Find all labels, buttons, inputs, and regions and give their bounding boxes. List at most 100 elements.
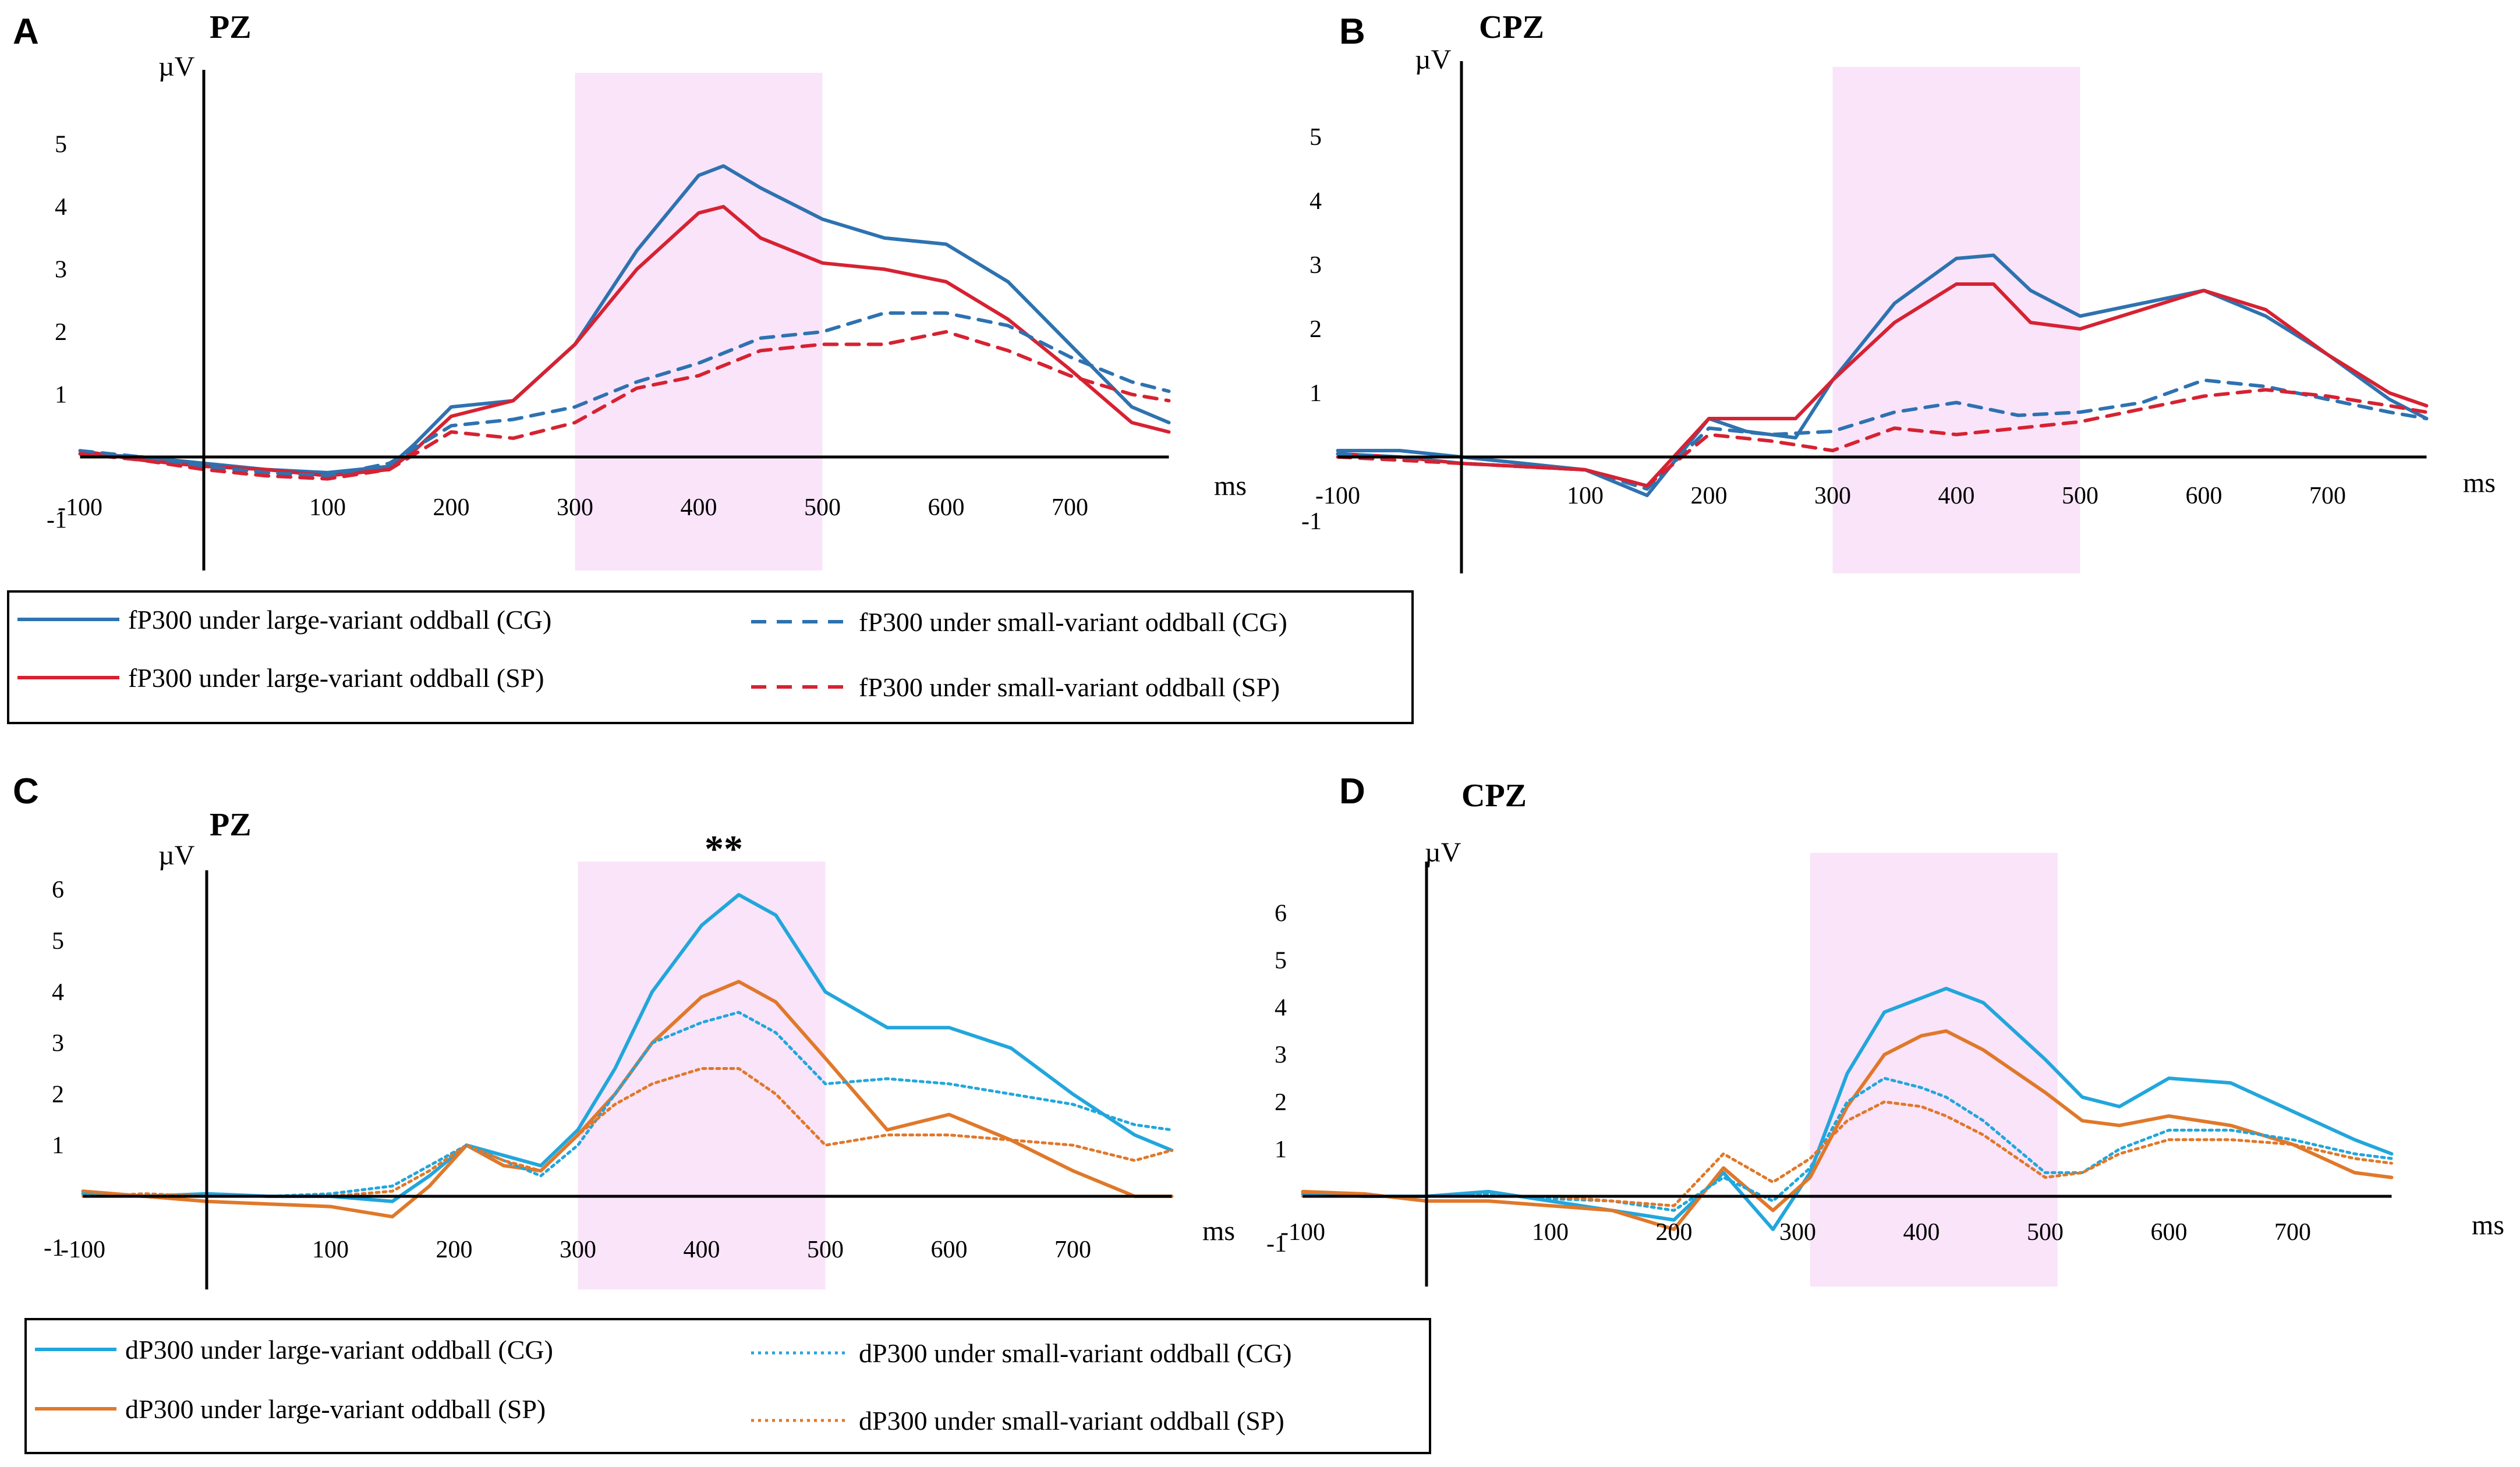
legend-label: fP300 under small-variant oddball (CG) — [859, 607, 1287, 637]
x-tick-label: -100 — [61, 1236, 105, 1263]
x-tick-label: 600 — [928, 494, 965, 521]
panel-a-pz: -1 1 2 3 4 5 -100 100 200 300 400 500 600 700 µV ms P… — [13, 9, 1247, 570]
x-tick-label: 200 — [1656, 1219, 1693, 1246]
x-tick-label: 300 — [1814, 483, 1851, 509]
y-tick-label: 4 — [55, 194, 67, 221]
x-tick-label: 700 — [2274, 1219, 2311, 1246]
channel-label: CPZ — [1461, 778, 1527, 814]
x-tick-label: 500 — [2027, 1219, 2064, 1246]
y-tick-label: 3 — [1309, 252, 1322, 279]
legend-box — [24, 1318, 1431, 1454]
x-tick-label: 400 — [684, 1236, 720, 1263]
y-tick-label: 4 — [1275, 995, 1287, 1022]
highlight-window — [1832, 67, 2080, 573]
x-tick-label: 200 — [436, 1236, 473, 1263]
y-tick-label: 4 — [1309, 188, 1322, 215]
legend-label: dP300 under small-variant oddball (CG) — [859, 1338, 1292, 1368]
legend-label: fP300 under large-variant oddball (CG) — [128, 605, 551, 635]
x-tick-label: 400 — [681, 494, 717, 521]
x-tick-label: 300 — [1779, 1219, 1816, 1246]
y-tick-label: 6 — [1275, 900, 1287, 927]
x-tick-label: -100 — [1280, 1219, 1325, 1246]
series-line-solid — [1301, 1029, 2394, 1231]
x-tick-label: 400 — [1903, 1219, 1940, 1246]
x-tick-label: 100 — [1567, 483, 1604, 509]
x-tick-label: 200 — [1691, 483, 1728, 509]
x-tick-label: 100 — [309, 494, 346, 521]
y-tick-label: 1 — [55, 382, 67, 409]
highlight-window — [578, 862, 826, 1289]
channel-label: PZ — [210, 807, 252, 843]
y-tick-label: 3 — [52, 1030, 64, 1057]
series-line-solid — [78, 205, 1171, 478]
significance-marker: ** — [705, 828, 743, 870]
legend-label: dP300 under small-variant oddball (SP) — [859, 1406, 1284, 1436]
x-unit-label: ms — [2472, 1210, 2504, 1241]
y-tick-label: 6 — [52, 877, 64, 903]
panel-label: A — [13, 12, 39, 52]
legend-fp300: fP300 under large-variant oddball (CG) f… — [7, 590, 1414, 724]
x-tick-label: 700 — [1052, 494, 1088, 521]
y-tick-label: 5 — [55, 132, 67, 158]
highlight-window — [575, 73, 823, 570]
legend-label: dP300 under large-variant oddball (SP) — [125, 1394, 546, 1424]
x-tick-label: 200 — [433, 494, 470, 521]
x-unit-label: ms — [1202, 1216, 1235, 1246]
y-tick-label: -1 — [47, 507, 67, 534]
legend-label: dP300 under large-variant oddball (CG) — [125, 1335, 553, 1365]
series-line-dotted — [82, 1011, 1173, 1198]
legend-box — [7, 590, 1414, 724]
channel-label: PZ — [210, 9, 252, 45]
x-tick-label: 100 — [1532, 1219, 1569, 1246]
x-unit-label: ms — [2463, 467, 2496, 498]
y-tick-label: 4 — [52, 979, 64, 1006]
x-tick-label: 700 — [1054, 1236, 1091, 1263]
x-tick-label: -100 — [1315, 483, 1360, 509]
y-tick-label: 5 — [52, 928, 64, 955]
y-tick-label: 2 — [1275, 1089, 1287, 1116]
y-tick-label: 2 — [52, 1081, 64, 1108]
panel-label: C — [13, 771, 39, 812]
x-tick-label: 600 — [2151, 1219, 2188, 1246]
x-tick-label: 500 — [807, 1236, 844, 1263]
panel-b-cpz: -1 1 2 3 4 5 -100 100 200 300 400 500 600 700 µV ms C… — [1301, 9, 2496, 573]
legend-label: fP300 under large-variant oddball (SP) — [128, 663, 544, 693]
x-tick-label: -100 — [58, 494, 102, 521]
x-unit-label: ms — [1214, 470, 1247, 501]
channel-label: CPZ — [1479, 9, 1544, 45]
x-tick-label: 400 — [1938, 483, 1975, 509]
y-tick-label: 3 — [55, 257, 67, 284]
y-tick-label: 2 — [55, 319, 67, 346]
series-line-dashed — [1336, 388, 2429, 488]
series-line-dashed — [78, 311, 1171, 478]
y-tick-label: 1 — [1275, 1136, 1287, 1163]
y-unit-label: µV — [158, 51, 195, 82]
y-tick-label: 5 — [1275, 947, 1287, 974]
x-tick-label: 300 — [557, 494, 593, 521]
y-tick-label: -1 — [44, 1235, 64, 1262]
x-tick-label: 700 — [2309, 483, 2346, 509]
y-tick-label: -1 — [1266, 1231, 1287, 1257]
series-line-dashed — [78, 330, 1171, 481]
panel-label: B — [1339, 12, 1365, 52]
panel-label: D — [1339, 771, 1365, 812]
legend-dp300: dP300 under large-variant oddball (CG) d… — [24, 1318, 1431, 1454]
y-tick-label: 2 — [1309, 316, 1322, 343]
y-unit-label: µV — [1415, 44, 1452, 75]
legend-label: fP300 under small-variant oddball (SP) — [859, 672, 1280, 702]
y-tick-label: 5 — [1309, 124, 1322, 151]
y-unit-label: µV — [158, 840, 195, 871]
x-tick-label: 600 — [2186, 483, 2222, 509]
x-tick-label: 600 — [931, 1236, 968, 1263]
y-unit-label: µV — [1425, 837, 1461, 868]
y-tick-label: 3 — [1275, 1042, 1287, 1069]
series-line-solid — [1336, 253, 2429, 497]
y-tick-label: 1 — [1309, 380, 1322, 407]
x-tick-label: 300 — [560, 1236, 596, 1263]
x-tick-label: 500 — [2062, 483, 2098, 509]
y-tick-label: 1 — [52, 1132, 64, 1159]
y-tick-label: -1 — [1301, 508, 1322, 535]
